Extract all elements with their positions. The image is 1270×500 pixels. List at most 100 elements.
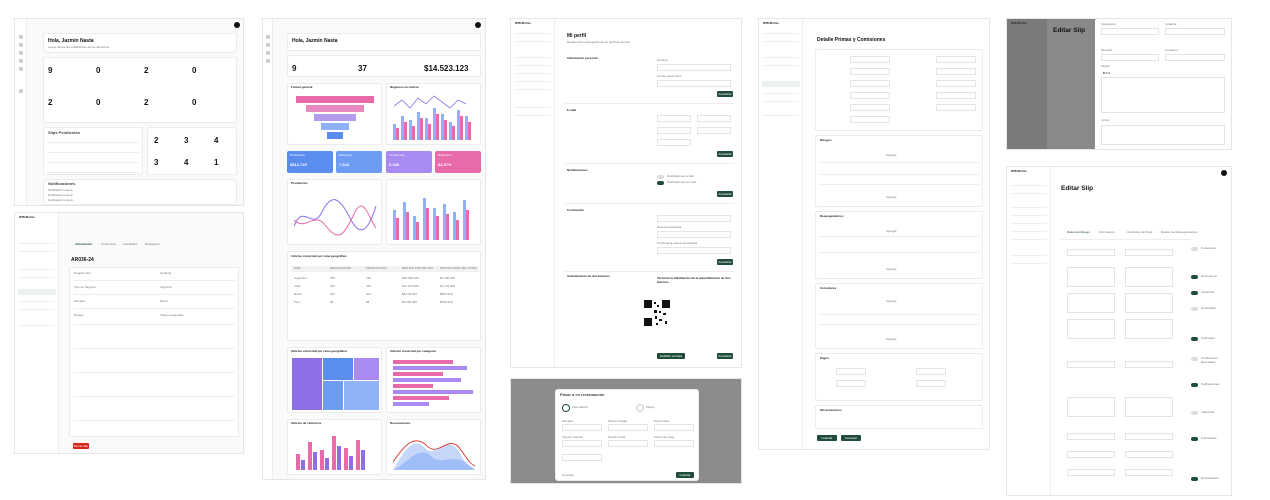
stat-value: 37 (358, 64, 367, 73)
payment-method-input[interactable] (654, 440, 694, 447)
tab-facultative[interactable]: Facultativo (123, 242, 138, 246)
update-button[interactable]: Actualizar (717, 353, 733, 359)
name-input[interactable] (657, 64, 731, 71)
edit-slip-drawer: Asegurado Cedente Moneda Comisión Objeto… (1095, 19, 1231, 149)
add-button[interactable]: Agregar (886, 299, 897, 303)
notif-email-toggle[interactable] (657, 175, 664, 179)
delete-slip-button[interactable]: Borrar Slip (73, 443, 89, 449)
tab-reinsurance[interactable]: Reaseguro (145, 242, 160, 246)
bar-chart-title: Negocios en cartera (390, 85, 419, 89)
rich-text-editor[interactable] (1101, 77, 1225, 113)
stat-value: 9 (292, 64, 297, 73)
confirm-password-input[interactable] (657, 247, 731, 254)
chart-icon[interactable] (266, 59, 270, 63)
add-button[interactable]: Agregar (886, 267, 897, 271)
modal: Pasar a en reclamación Información Pagos… (555, 389, 699, 481)
kpi-card-production: Producción $814.725 (287, 151, 333, 173)
toggle-guarantees[interactable] (1191, 291, 1198, 295)
folder-icon[interactable] (19, 59, 23, 63)
toggle-coverages[interactable] (1191, 247, 1198, 251)
confirm-button[interactable]: Guardar (676, 472, 694, 478)
toggle-deductibles[interactable] (1191, 307, 1198, 311)
update-button[interactable]: Actualizar (717, 151, 733, 157)
gear-icon[interactable] (19, 89, 23, 93)
notif-web-toggle[interactable] (657, 181, 664, 185)
premium-input[interactable] (608, 424, 648, 431)
chart-icon[interactable] (19, 67, 23, 71)
step-reinsurers[interactable]: Detalle de Reaseguradores (1161, 230, 1198, 234)
treemap-card: Informe comercial por ramo geográfica (287, 347, 382, 413)
update-button[interactable]: Actualizar (717, 259, 733, 265)
email-input[interactable] (657, 80, 731, 87)
toggle-notifications[interactable] (1191, 383, 1198, 387)
notifications-card: Notificaciones Notificación nueva Notifi… (43, 179, 237, 205)
step-risk-data[interactable]: Datos del Riesgo (1067, 230, 1090, 234)
field-label: Nombre (657, 58, 668, 62)
sidebar-item-active[interactable] (18, 289, 56, 295)
notification-item[interactable]: Notificación nueva (48, 198, 73, 202)
screenshot-profile: WITHForks Mi perfil Desde aquí podrá ges… (510, 18, 742, 368)
password-field[interactable] (697, 115, 731, 122)
avatar[interactable] (234, 22, 240, 28)
current-password-input[interactable] (657, 215, 731, 222)
sidebar: WITHForks (511, 19, 555, 367)
tab-coverages[interactable]: Coberturas (101, 242, 116, 246)
cancel-button[interactable]: Cancelar (562, 473, 575, 477)
exchange-input[interactable] (562, 440, 602, 447)
tab-information[interactable]: Información (75, 242, 93, 246)
extra-input[interactable] (562, 454, 602, 461)
update-button[interactable]: Actualizar (717, 191, 733, 197)
date-input[interactable] (608, 440, 648, 447)
avatar[interactable] (1221, 170, 1227, 176)
email-field[interactable] (657, 115, 691, 122)
secondary-field[interactable] (697, 127, 731, 134)
slip-title: AR036-24 (71, 257, 94, 263)
rich-text-toolbar[interactable]: B I U (1103, 71, 1110, 75)
toggle-special-conditions[interactable] (1191, 357, 1198, 361)
add-button[interactable]: Agregar (886, 337, 897, 341)
home-icon[interactable] (19, 35, 23, 39)
cancel-button[interactable]: Cancelar (841, 435, 861, 441)
funnel-step (327, 132, 343, 139)
sidebar (263, 19, 273, 479)
grid-icon[interactable] (19, 43, 23, 47)
qr-code (643, 299, 671, 327)
users-icon[interactable] (19, 51, 23, 55)
table-row: Argentina (294, 276, 307, 280)
brand-logo: WITHForks (19, 215, 35, 219)
notifications-title: Notificaciones (48, 181, 76, 186)
grid-icon[interactable] (266, 43, 270, 47)
greeting-title: Hola, Jazmín Nasta (48, 38, 94, 44)
step-info[interactable]: Información (1099, 230, 1115, 234)
section-2fa: Autenticación de dos factores (567, 274, 610, 278)
add-button[interactable]: Agregar (886, 195, 897, 199)
toggle-franchises[interactable] (1191, 437, 1198, 441)
currency-select[interactable] (562, 424, 602, 431)
screenshot-dashboard-simple: Hola, Jazmín Nasta Luego tienes las esta… (14, 18, 244, 206)
kpi-card-retention: Retención 84.37% (435, 151, 481, 173)
location-field[interactable] (657, 127, 691, 134)
net-premium-input[interactable] (654, 424, 694, 431)
save-button[interactable]: Guardar (817, 435, 837, 441)
claims-chart-card: Informe de siniestros (287, 419, 382, 475)
production-title: Producción (291, 181, 308, 185)
notification-item[interactable]: Notificación nueva (48, 193, 73, 197)
section-personal: Información personal (567, 56, 598, 60)
add-button[interactable]: Agregar (886, 229, 897, 233)
toggle-reinstatement[interactable] (1191, 477, 1198, 481)
step-payment[interactable]: Condición de Pago (1127, 230, 1153, 234)
notification-item[interactable]: Notificación nueva (48, 188, 73, 192)
home-icon[interactable] (266, 35, 270, 39)
extra-field[interactable] (657, 139, 691, 146)
toggle-sublimits[interactable] (1191, 337, 1198, 341)
users-icon[interactable] (266, 51, 270, 55)
avatar[interactable] (475, 22, 481, 28)
kpi-card-efforts: Esfuerzos 7.644 (336, 151, 382, 173)
new-password-input[interactable] (657, 231, 731, 238)
sidebar-item-active[interactable] (762, 81, 800, 87)
toggle-clauses[interactable] (1191, 411, 1198, 415)
update-button[interactable]: Actualizar (717, 91, 733, 97)
toggle-exclusions[interactable] (1191, 275, 1198, 279)
enable-2fa-button[interactable]: Habilitar entrada (657, 353, 685, 359)
add-button[interactable]: Agregar (886, 153, 897, 157)
